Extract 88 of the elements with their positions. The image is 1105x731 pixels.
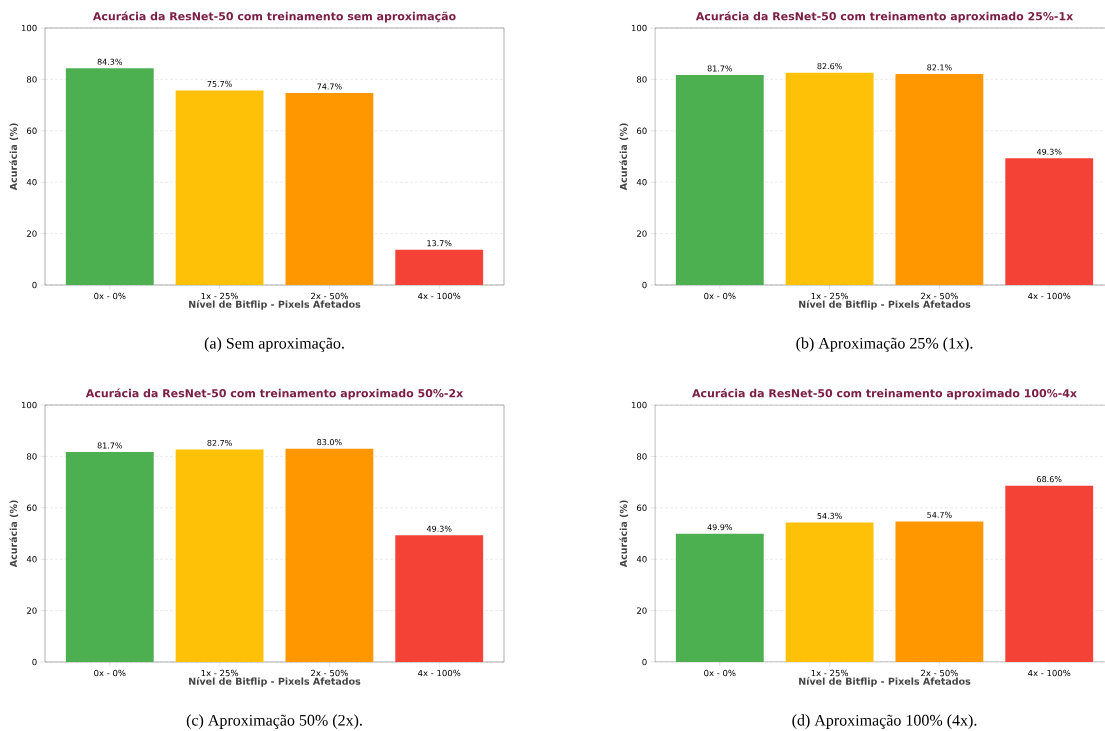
x-tick-label: 0x - 0% (94, 669, 126, 677)
chart-title: Acurácia da ResNet-50 com treinamento aproximado 100%-4x (692, 388, 1077, 400)
data-label: 68.6% (1037, 476, 1062, 483)
data-label: 75.7% (207, 80, 232, 87)
y-tick-label: 20 (27, 230, 37, 237)
y-tick-label: 60 (26, 127, 37, 135)
y-axis-title: Acurácia (%) (9, 500, 19, 568)
chart-title: Acurácia da ResNet-50 com treinamento sem aproximação (92, 11, 456, 23)
y-tick-label: 0 (32, 658, 37, 666)
bar (395, 535, 484, 663)
x-axis-title: Nível de Bitflip - Pixels Afetados (799, 677, 971, 687)
bar (895, 74, 984, 286)
bar (65, 68, 154, 286)
x-tick-label: 2x - 50% (921, 669, 958, 677)
y-tick-label: 20 (637, 607, 647, 614)
y-tick-label: 100 (631, 401, 647, 409)
x-axis-title: Nível de Bitflip - Pixels Afetados (189, 300, 361, 310)
data-label: 82.1% (927, 64, 952, 71)
bar (675, 75, 764, 286)
y-tick-label: 80 (26, 453, 37, 460)
bar (1005, 158, 1094, 286)
bar (285, 448, 374, 663)
text: (d) Aproximação 100% (4x). (792, 714, 977, 729)
y-tick-label: 40 (636, 556, 647, 563)
y-tick-label: 20 (637, 230, 647, 237)
x-tick-label: 0x - 0% (94, 292, 126, 300)
bar (1005, 485, 1094, 663)
x-tick-label: 2x - 50% (311, 669, 348, 677)
data-label: 49.9% (707, 524, 733, 531)
y-tick-label: 40 (636, 178, 647, 186)
data-label: 74.7% (317, 83, 342, 90)
bar (895, 521, 984, 663)
x-tick-label: 4x - 100% (418, 669, 461, 677)
x-tick-label: 1x - 25% (201, 669, 239, 677)
bar (785, 72, 874, 286)
y-tick-label: 40 (26, 556, 37, 563)
bar (675, 533, 764, 663)
x-tick-label: 4x - 100% (418, 292, 461, 300)
y-axis-title: Acurácia (%) (9, 123, 19, 191)
bar (175, 449, 264, 663)
data-label: 82.6% (817, 63, 842, 70)
bar (395, 249, 484, 286)
y-tick-label: 100 (21, 401, 37, 409)
bar (785, 522, 874, 663)
text: (c) Aproximação 50% (2x). (186, 714, 362, 729)
chart-title: Acurácia da ResNet-50 com treinamento aproximado 25%-1x (695, 11, 1074, 23)
data-label: 81.7% (97, 442, 123, 449)
bar (65, 452, 154, 663)
y-axis-title: Acurácia (%) (619, 123, 629, 191)
data-label: 54.7% (927, 511, 952, 518)
x-tick-label: 1x - 25% (811, 292, 849, 300)
x-tick-label: 1x - 25% (811, 669, 849, 677)
data-label: 83.0% (317, 439, 342, 446)
x-tick-label: 2x - 50% (921, 292, 958, 300)
chart-title: Acurácia da ResNet-50 com treinamento aproximado 50%-2x (85, 388, 464, 400)
y-tick-label: 60 (636, 127, 647, 135)
x-tick-label: 1x - 25% (201, 292, 239, 300)
x-tick-label: 4x - 100% (1028, 669, 1071, 677)
y-tick-label: 0 (642, 658, 647, 666)
data-label: 84.3% (97, 58, 123, 65)
bar (285, 93, 374, 286)
x-tick-label: 2x - 50% (311, 292, 348, 300)
x-axis-title: Nível de Bitflip - Pixels Afetados (799, 300, 971, 310)
y-tick-label: 60 (26, 504, 37, 512)
y-tick-label: 40 (26, 178, 37, 186)
x-tick-label: 0x - 0% (704, 292, 736, 300)
data-label: 82.7% (207, 439, 232, 446)
y-axis-title: Acurácia (%) (619, 500, 629, 568)
data-label: 81.7% (707, 65, 733, 72)
y-tick-label: 0 (32, 281, 37, 289)
y-tick-label: 100 (21, 24, 37, 32)
x-axis-title: Nível de Bitflip - Pixels Afetados (189, 677, 361, 687)
text: (a) Sem aproximação. (204, 337, 344, 352)
text: (b) Aproximação 25% (1x). (796, 337, 973, 352)
data-label: 54.3% (817, 512, 842, 519)
x-tick-label: 4x - 100% (1028, 292, 1071, 300)
y-tick-label: 60 (636, 504, 647, 512)
y-tick-label: 20 (27, 607, 37, 614)
data-label: 49.3% (426, 525, 452, 532)
bar (175, 90, 264, 286)
y-tick-label: 0 (642, 281, 647, 289)
y-tick-label: 80 (636, 76, 647, 83)
y-tick-label: 80 (26, 76, 37, 83)
data-label: 49.3% (1036, 148, 1062, 155)
y-tick-label: 80 (636, 453, 647, 460)
x-tick-label: 0x - 0% (704, 669, 736, 677)
data-label: 13.7% (427, 240, 452, 247)
y-tick-label: 100 (631, 24, 647, 32)
